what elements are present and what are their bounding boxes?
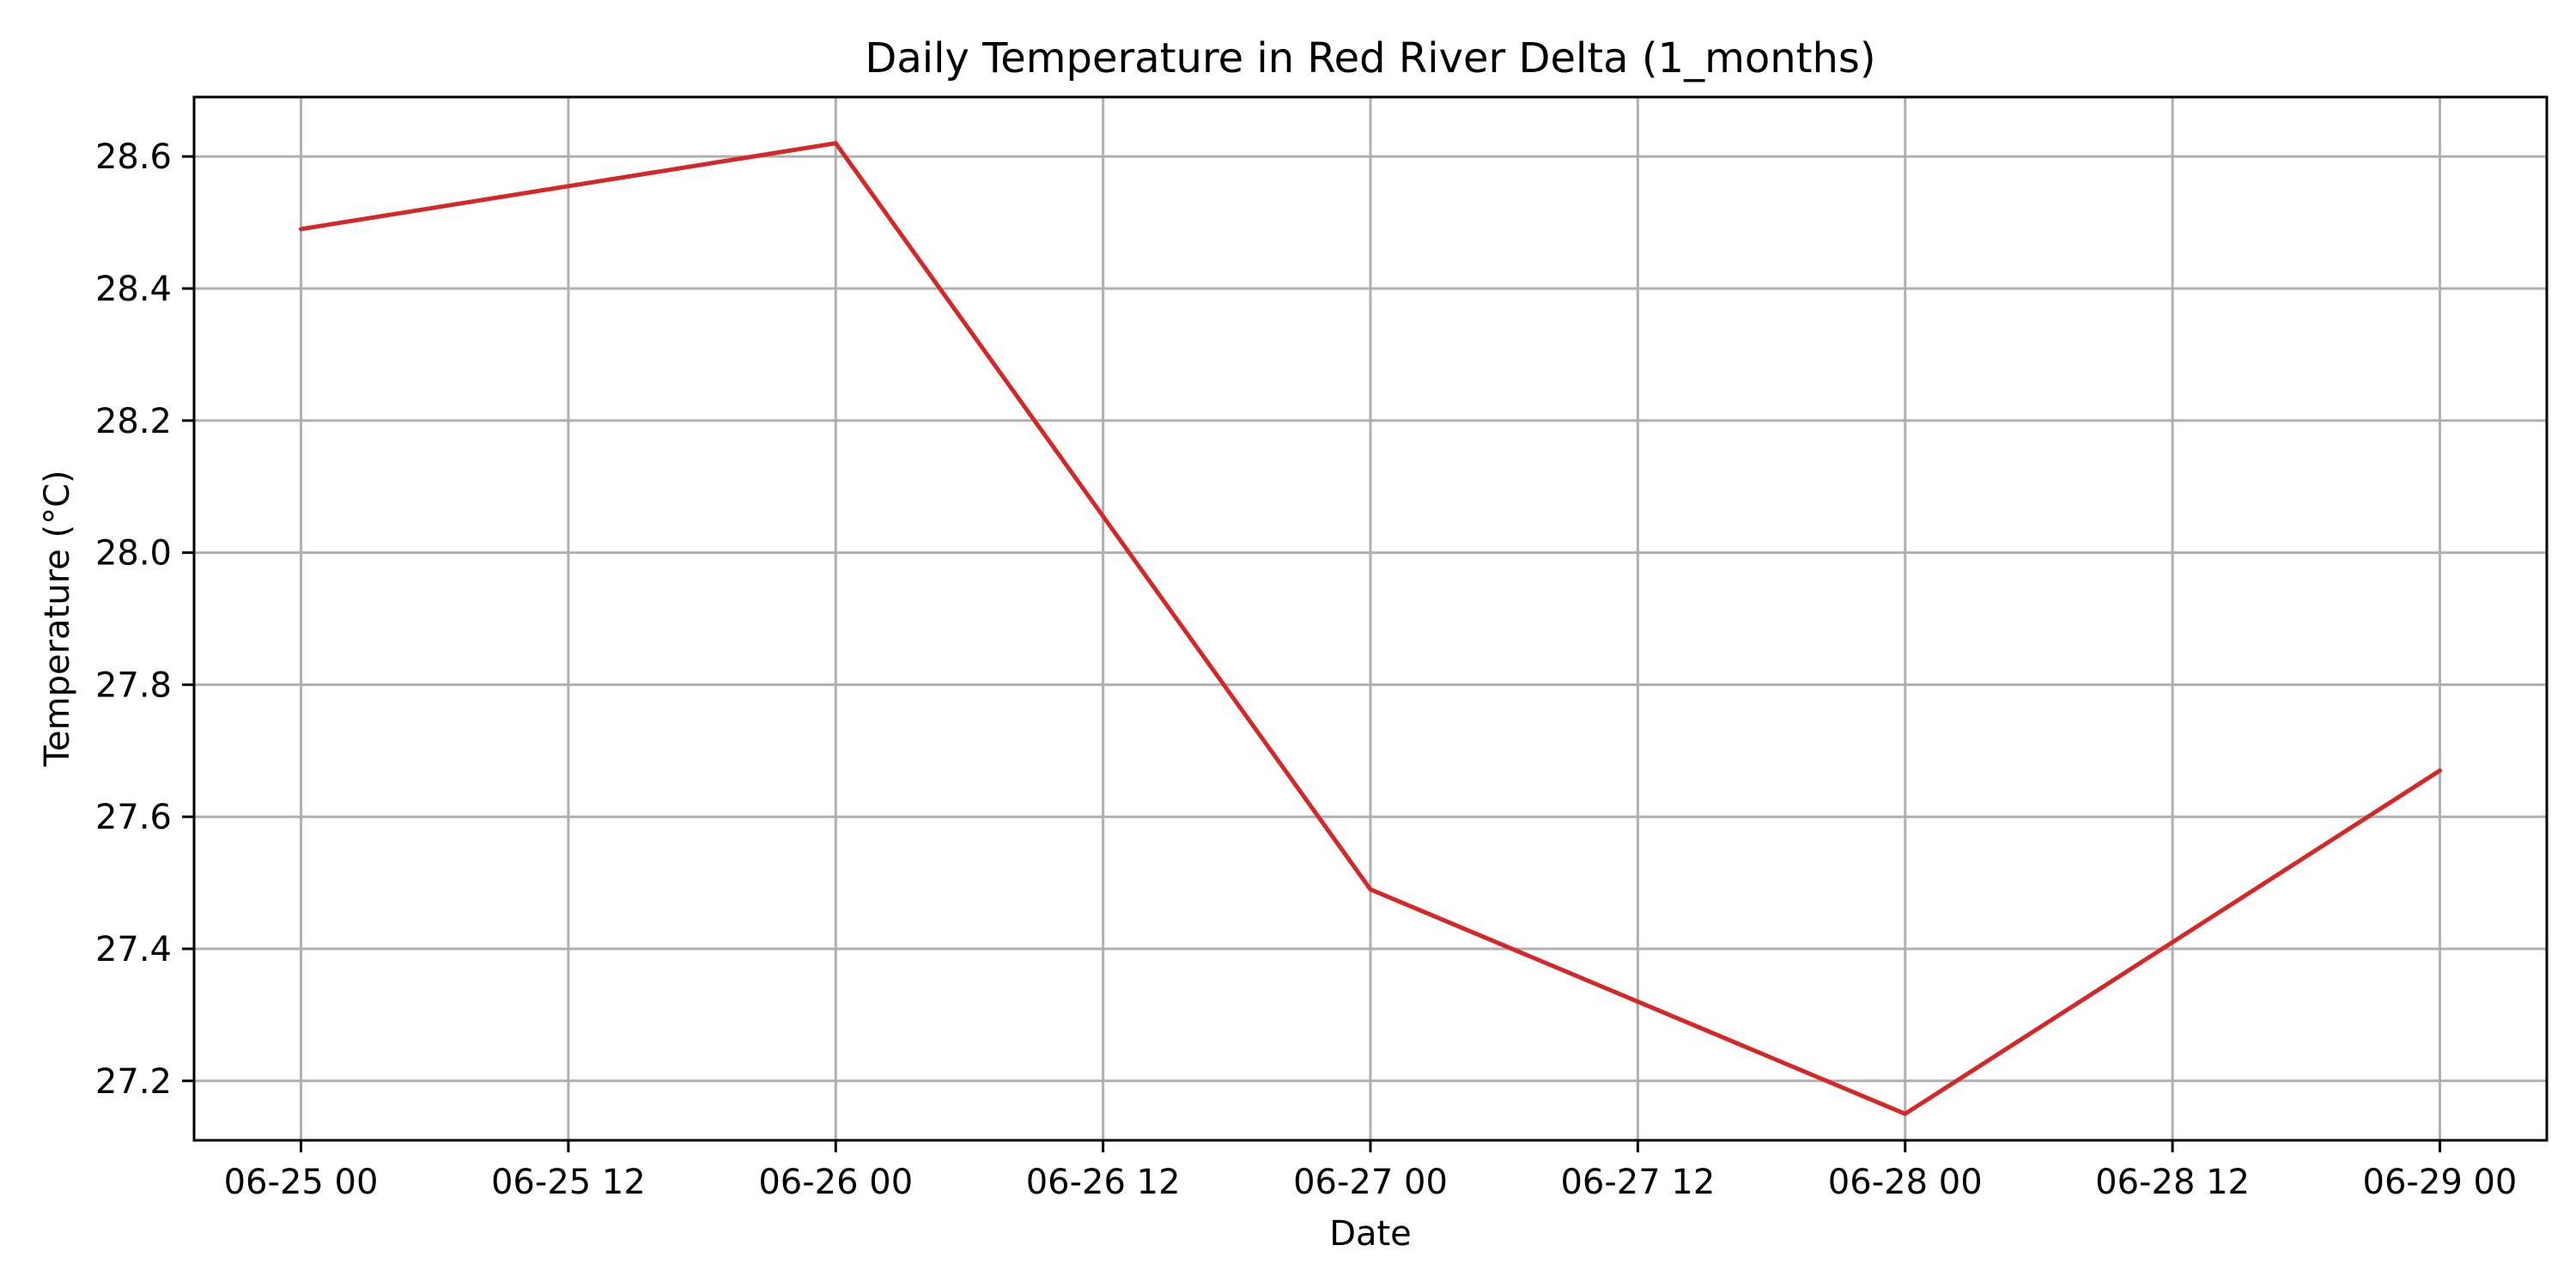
x-tick-label: 06-26 12 <box>1026 1163 1181 1202</box>
y-tick-label: 27.8 <box>95 665 172 705</box>
grid-lines <box>194 97 2547 1140</box>
series-lines <box>299 141 2442 1116</box>
y-tick-label: 28.0 <box>95 534 172 574</box>
x-tick-label: 06-26 00 <box>758 1163 913 1202</box>
chart-title: Daily Temperature in Red River Delta (1_… <box>865 34 1875 82</box>
y-tick-label: 27.2 <box>95 1062 172 1102</box>
x-tick-label: 06-28 00 <box>1828 1163 1983 1202</box>
x-tick-label: 06-27 00 <box>1293 1163 1448 1202</box>
y-tick-label: 28.6 <box>95 137 172 177</box>
y-tick-label: 27.4 <box>95 930 172 969</box>
y-axis-label: Temperature (°C) <box>38 470 77 767</box>
y-tick-label: 28.2 <box>95 402 172 441</box>
y-tick-label: 28.4 <box>95 270 172 309</box>
x-tick-label: 06-29 00 <box>2363 1163 2518 1202</box>
y-tick-label: 27.6 <box>95 798 172 837</box>
y-axis: 27.2 27.4 27.6 27.8 28.0 28.2 28.4 28.6 <box>95 137 194 1102</box>
x-axis-label: Date <box>1329 1214 1412 1254</box>
x-tick-label: 06-27 12 <box>1560 1163 1715 1202</box>
x-axis: 06-25 00 06-25 12 06-26 00 06-26 12 06-27 00… <box>224 1140 2518 1202</box>
x-tick-label: 06-25 00 <box>224 1163 379 1202</box>
temperature-series-line <box>299 141 2442 1116</box>
x-tick-label: 06-25 12 <box>491 1163 646 1202</box>
x-tick-label: 06-28 12 <box>2095 1163 2250 1202</box>
